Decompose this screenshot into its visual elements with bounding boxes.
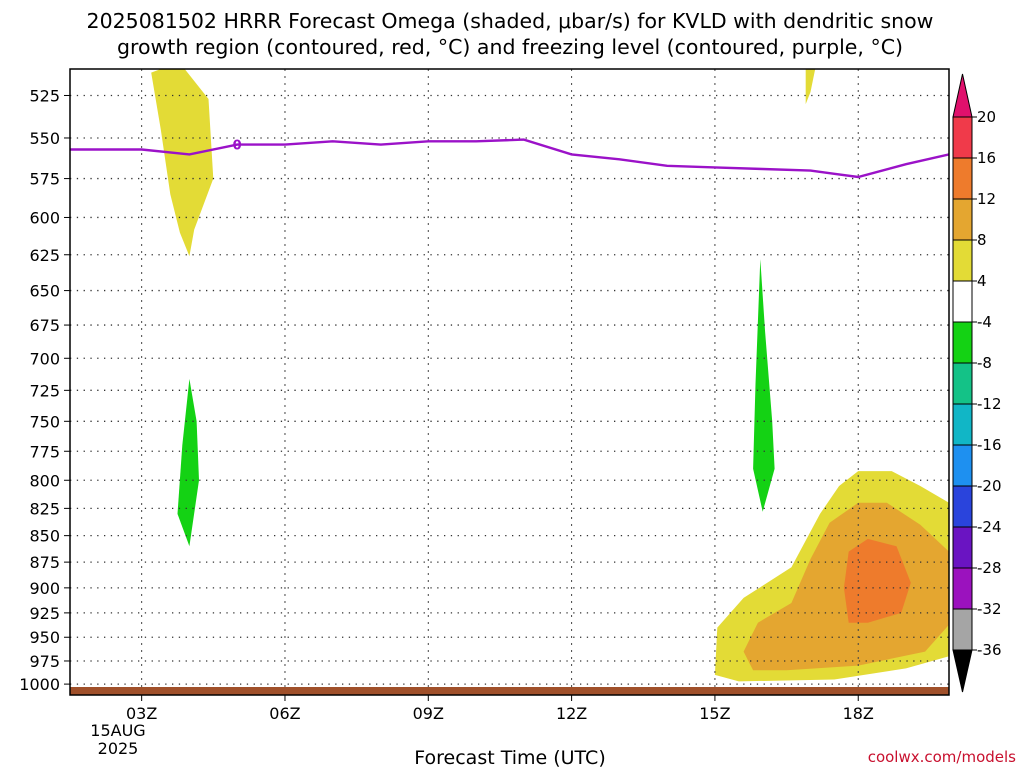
omega-region-4 <box>753 259 775 512</box>
omega-colorbar: 20 16 12 8 4 -4 -8 -12 -16 -20 -24 -28 -32 -36 <box>952 73 1002 693</box>
plot-border <box>69 68 950 696</box>
colorbar-bottom-arrow <box>952 649 973 693</box>
y-tick-label-1: 550 <box>29 129 60 148</box>
y-tick-label-17: 950 <box>29 628 60 647</box>
time-axis: 03Z 06Z 09Z 12Z 15Z 18Z <box>126 695 874 723</box>
freezing-level-label: 0 <box>233 139 242 154</box>
x-tick-label-1: 06Z <box>269 704 300 723</box>
year-label: 2025 <box>98 739 139 758</box>
colorbar-segment-4 <box>952 280 973 323</box>
colorbar-label-11: -28 <box>977 559 1002 577</box>
colorbar-segment-12 <box>952 608 973 651</box>
colorbar-label-0: 20 <box>977 108 996 126</box>
date-label: 15AUG <box>90 721 145 740</box>
chart-title-line1: 2025081502 HRRR Forecast Omega (shaded, … <box>87 9 934 33</box>
colorbar-label-3: 8 <box>977 231 987 249</box>
y-tick-label-0: 525 <box>29 86 60 105</box>
y-tick-label-15: 900 <box>29 579 60 598</box>
y-tick-label-2: 575 <box>29 170 60 189</box>
colorbar-segment-11 <box>952 567 973 610</box>
colorbar-label-1: 16 <box>977 149 996 167</box>
y-tick-label-19: 1000 <box>19 675 60 694</box>
y-tick-label-7: 700 <box>29 349 60 368</box>
x-tick-label-5: 18Z <box>843 704 874 723</box>
colorbar-segment-9 <box>952 485 973 528</box>
y-tick-label-10: 775 <box>29 442 60 461</box>
pressure-axis: 525 550 575 600 625 650 675 700 725 750 775 800 825 8… <box>19 86 70 694</box>
omega-region-7 <box>843 538 911 623</box>
x-tick-label-4: 15Z <box>699 704 730 723</box>
plot-content: 0 <box>70 69 949 695</box>
y-tick-label-11: 800 <box>29 471 60 490</box>
colorbar-segment-5 <box>952 321 973 364</box>
colorbar-label-8: -16 <box>977 436 1002 454</box>
y-tick-label-4: 625 <box>29 246 60 265</box>
colorbar-segment-8 <box>952 444 973 487</box>
y-tick-label-12: 825 <box>29 499 60 518</box>
colorbar-label-13: -36 <box>977 641 1002 659</box>
y-tick-label-8: 725 <box>29 381 60 400</box>
freezing-level-line <box>70 138 949 179</box>
colorbar-label-5: -4 <box>977 313 992 331</box>
x-tick-label-3: 12Z <box>556 704 587 723</box>
x-tick-label-0: 03Z <box>126 704 157 723</box>
y-tick-label-6: 675 <box>29 316 60 335</box>
x-tick-label-2: 09Z <box>413 704 444 723</box>
colorbar-top-arrow <box>952 73 973 118</box>
colorbar-segment-1 <box>952 157 973 200</box>
y-tick-label-9: 750 <box>29 412 60 431</box>
y-tick-label-5: 650 <box>29 282 60 301</box>
colorbar-label-2: 12 <box>977 190 996 208</box>
chart-title-line2: growth region (contoured, red, °C) and f… <box>117 35 903 59</box>
omega-region-1 <box>151 69 214 257</box>
credit-text: coolwx.com/models <box>868 748 1016 766</box>
plot-area: 0 <box>69 68 950 696</box>
y-tick-label-13: 850 <box>29 527 60 546</box>
colorbar-segment-6 <box>952 362 973 405</box>
colorbar-segment-10 <box>952 526 973 569</box>
colorbar-label-12: -32 <box>977 600 1002 618</box>
y-tick-label-3: 600 <box>29 208 60 227</box>
surface-band <box>70 687 949 695</box>
x-axis-label: Forecast Time (UTC) <box>414 747 605 768</box>
omega-region-2 <box>805 69 816 105</box>
colorbar-segment-0 <box>952 116 973 159</box>
y-tick-label-18: 975 <box>29 652 60 671</box>
colorbar-segment-7 <box>952 403 973 446</box>
colorbar-label-7: -12 <box>977 395 1002 413</box>
y-tick-label-16: 925 <box>29 604 60 623</box>
colorbar-label-9: -20 <box>977 477 1002 495</box>
y-tick-label-14: 875 <box>29 553 60 572</box>
colorbar-segment-2 <box>952 198 973 241</box>
colorbar-label-4: 4 <box>977 272 987 290</box>
colorbar-label-6: -8 <box>977 354 992 372</box>
colorbar-segment-3 <box>952 239 973 282</box>
colorbar-label-10: -24 <box>977 518 1002 536</box>
